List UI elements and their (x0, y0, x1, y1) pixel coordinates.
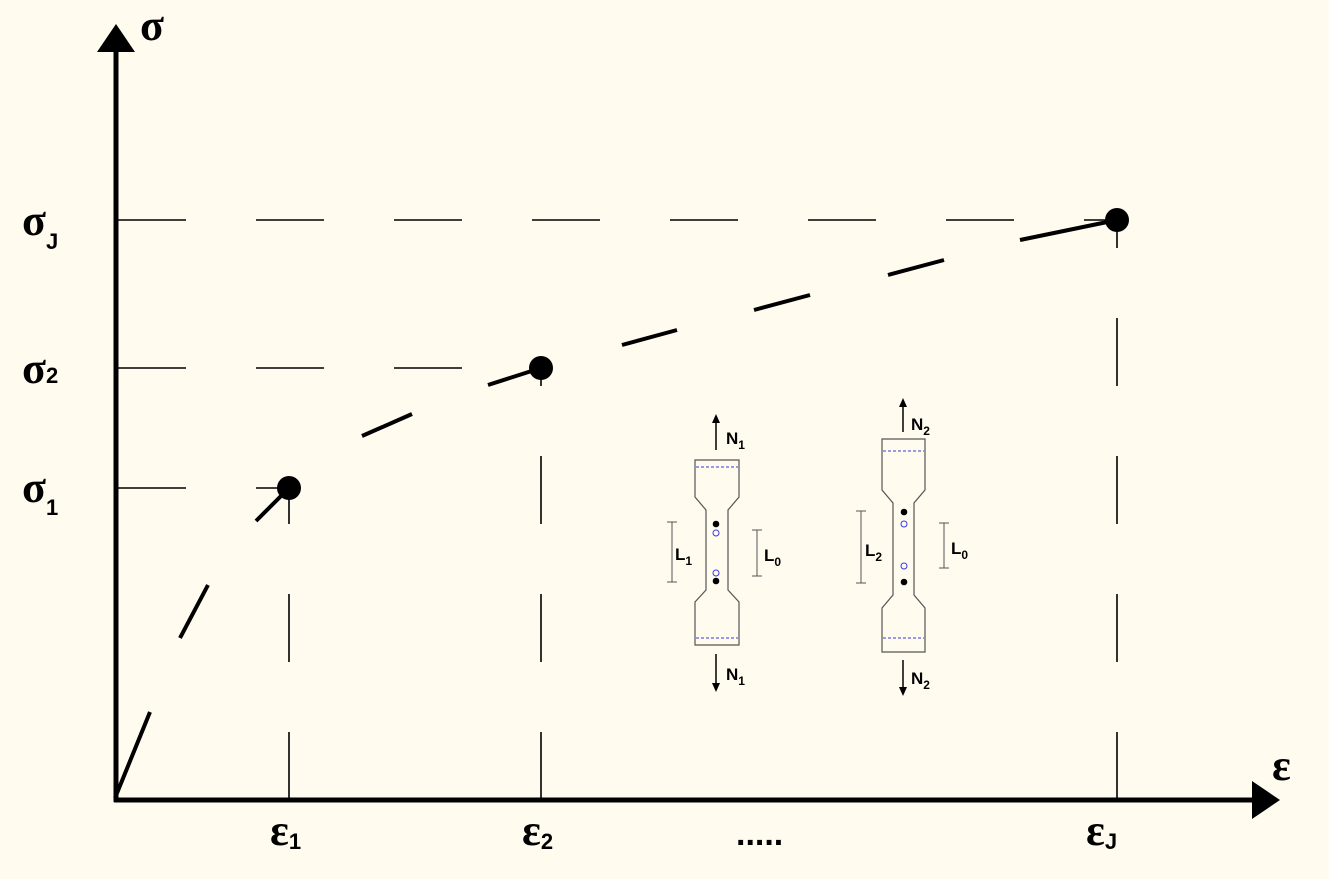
x-tick-label-eps2: ε2 (522, 806, 553, 855)
force-label-top: N1 (726, 429, 745, 452)
stress-strain-curve (113, 218, 1118, 799)
projection-lines (118, 219, 1118, 800)
x-axis-ellipsis: ..... (736, 815, 783, 853)
x-axis-symbol: ε (1272, 741, 1291, 790)
x-tick-label-epsJ: εJ (1086, 806, 1117, 855)
gauge-mark (900, 578, 908, 586)
arrowhead (712, 414, 720, 423)
curve-segment (1019, 218, 1118, 242)
gauge-mark (900, 508, 908, 516)
arrowhead (712, 683, 720, 692)
gauge-mark-original (712, 569, 720, 577)
y-tick-label-sigma1: σ1 (22, 463, 58, 520)
y-axis-arrowhead (97, 24, 135, 52)
force-label-bottom: N1 (726, 665, 745, 688)
gauge-length-label: L2 (865, 541, 882, 564)
curve-segment (887, 258, 945, 277)
y-tick-label-sigma2: σ2 (22, 344, 58, 393)
arrowhead (899, 398, 907, 407)
specimen-2: N2 N2 L2 L0 (856, 398, 968, 696)
gauge-mark-original (900, 562, 908, 570)
gauge-mark (712, 520, 720, 528)
curve-segment (178, 584, 210, 639)
curve-segment (753, 293, 811, 312)
data-point-1 (277, 476, 301, 500)
gauge-mark (712, 577, 720, 585)
specimen-2-outline (881, 438, 926, 653)
data-point-J (1105, 208, 1129, 232)
original-length-label: L0 (951, 539, 968, 562)
x-axis-arrowhead (1252, 781, 1280, 819)
specimen-1: N1 N1 L1 L0 (667, 414, 781, 692)
gauge-length-label: L1 (675, 545, 692, 568)
gauge-mark-original (712, 529, 720, 537)
specimen-1-outline (694, 459, 740, 646)
x-tick-label-eps1: ε1 (270, 806, 301, 855)
curve-segment (361, 412, 413, 438)
curve-segment (113, 711, 152, 799)
force-label-bottom: N2 (911, 669, 930, 692)
curve-segment (621, 328, 678, 347)
force-label-top: N2 (911, 415, 930, 438)
y-tick-label-sigmaJ: σJ (22, 196, 58, 254)
data-point-2 (529, 356, 553, 380)
y-axis-symbol: σ (140, 1, 164, 50)
axes (97, 24, 1280, 819)
gauge-mark-original (900, 520, 908, 528)
arrowhead (899, 687, 907, 696)
original-length-label: L0 (764, 546, 781, 569)
